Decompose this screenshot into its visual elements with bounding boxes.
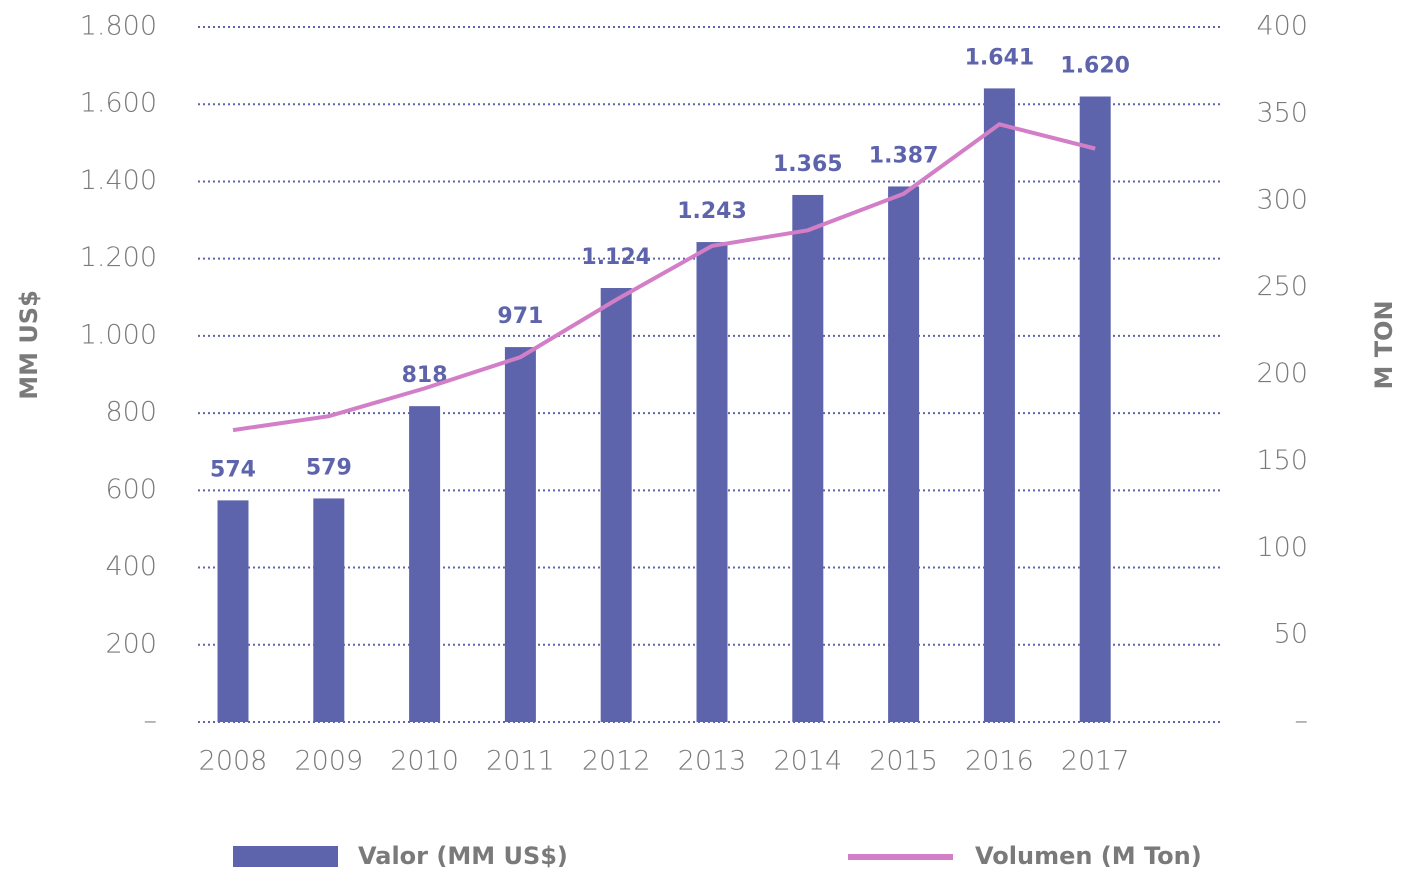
y2-tick-label: 350 [1256,97,1308,128]
x-tick-label: 2013 [678,746,747,777]
x-tick-label: 2008 [199,746,268,777]
y2-axis-title: M TON [1370,300,1398,389]
x-tick-label: 2011 [486,746,555,777]
bar [600,288,632,722]
y2-tick-label: 100 [1256,532,1308,563]
value-label: 579 [306,455,352,480]
bar [983,88,1015,723]
x-tick-label: 2009 [294,746,363,777]
y-tick-label: 1.200 [80,242,157,273]
x-tick-label: 2016 [965,746,1034,777]
y-axis-title: MM US$ [15,290,43,400]
bar [313,498,345,722]
y-tick-label: 1.600 [80,88,157,119]
line [232,122,1096,433]
x-tick-label: 2015 [869,746,938,777]
y2-tick-label: 50 [1274,619,1308,650]
value-label: 574 [210,457,256,482]
legend-label: Valor (MM US$) [358,842,568,869]
y2-tick-label: – [1295,706,1309,737]
x-tick-label: 2012 [582,746,651,777]
value-label: 1.365 [773,152,843,177]
y-tick-label: 800 [105,397,157,428]
y-tick-label: – [144,706,158,737]
y2-tick-label: 150 [1256,445,1308,476]
legend-swatch [233,846,338,867]
y-tick-label: 200 [105,628,157,659]
bar [888,186,920,723]
y-tick-label: 1.800 [80,11,157,42]
y2-tick-label: 250 [1256,271,1308,302]
bar [409,406,441,722]
y-tick-label: 600 [105,474,157,505]
value-label: 1.243 [677,199,747,224]
y2-tick-label: 400 [1256,11,1308,42]
value-label: 1.620 [1060,54,1130,79]
x-tick-label: 2010 [390,746,459,777]
bar [792,194,824,723]
y-tick-label: 1.400 [80,165,157,196]
y-tick-label: 1.000 [80,319,157,350]
y-tick-label: 400 [105,551,157,582]
y2-tick-label: 200 [1256,358,1308,389]
x-tick-label: 2017 [1061,746,1130,777]
value-label: 1.641 [965,45,1035,70]
y2-tick-label: 300 [1256,184,1308,215]
bar [217,500,249,722]
bar [504,347,536,722]
value-label: 1.387 [869,143,939,168]
value-label: 1.124 [581,245,651,270]
x-tick-label: 2014 [773,746,842,777]
legend-label: Volumen (M Ton) [975,842,1202,869]
bar [1079,96,1111,722]
bar [696,242,728,722]
value-label: 971 [497,304,543,329]
